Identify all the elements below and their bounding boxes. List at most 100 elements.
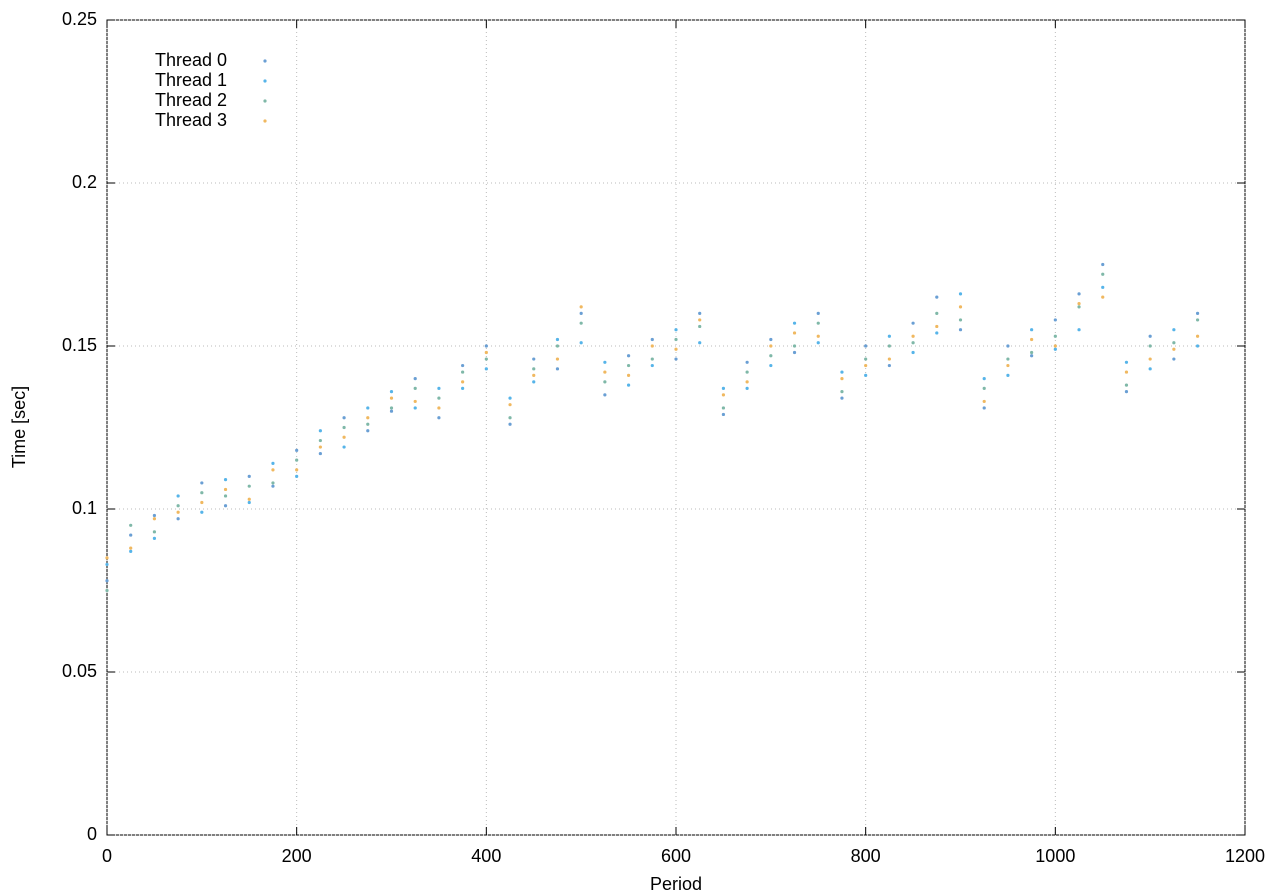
point [674, 328, 678, 332]
point [626, 354, 631, 358]
point [1030, 337, 1034, 342]
point [555, 344, 560, 348]
point [437, 406, 441, 410]
point [579, 305, 583, 309]
point [626, 373, 631, 377]
point [958, 292, 963, 296]
point [911, 334, 915, 338]
point [1148, 367, 1152, 371]
point [1053, 334, 1057, 338]
x-tick-label: 1000 [1035, 846, 1075, 866]
point [1006, 363, 1010, 368]
point [105, 579, 109, 583]
point [105, 588, 109, 593]
point [461, 380, 465, 384]
point [603, 393, 607, 397]
point [152, 517, 157, 521]
point [555, 367, 560, 371]
point [935, 331, 939, 335]
point [1006, 344, 1010, 348]
y-tick-label: 0.15 [62, 335, 97, 355]
point [129, 523, 133, 527]
point [389, 396, 394, 400]
point [176, 517, 180, 521]
legend-marker [263, 59, 267, 63]
legend-marker [263, 79, 267, 83]
point [176, 504, 180, 508]
point [508, 396, 512, 400]
point [200, 481, 204, 485]
legend-label: Thread 0 [155, 50, 227, 70]
point [911, 321, 915, 325]
point [295, 458, 299, 462]
point [271, 468, 275, 472]
point [579, 311, 583, 315]
point [318, 451, 322, 456]
point [152, 513, 157, 518]
point [864, 357, 868, 361]
point [579, 341, 583, 345]
point [223, 494, 228, 498]
point [721, 412, 726, 417]
point [437, 396, 441, 400]
point [342, 416, 346, 420]
point [200, 491, 204, 495]
legend-label: Thread 1 [155, 70, 227, 90]
point [413, 399, 417, 404]
point [650, 337, 654, 342]
point [223, 504, 228, 508]
point [318, 438, 322, 443]
point [887, 357, 891, 361]
point [1101, 262, 1105, 267]
point [650, 363, 654, 368]
point [864, 363, 868, 368]
point [295, 468, 299, 472]
point [1172, 347, 1176, 351]
point [603, 370, 607, 374]
x-tick-label: 1200 [1225, 846, 1265, 866]
x-tick-label: 0 [102, 846, 112, 866]
point [1077, 302, 1081, 306]
point [721, 393, 726, 397]
point [1148, 357, 1152, 361]
point [745, 370, 749, 374]
point [816, 321, 820, 325]
point [1030, 354, 1034, 358]
point [413, 377, 417, 381]
point [508, 403, 512, 407]
point [437, 386, 441, 390]
point [413, 386, 417, 390]
point [626, 363, 631, 368]
point [792, 344, 797, 348]
point [698, 341, 702, 345]
point [366, 422, 370, 426]
point [129, 546, 133, 550]
point [1148, 344, 1152, 348]
point [935, 311, 939, 315]
point [152, 530, 157, 534]
point [413, 406, 417, 410]
y-tick-label: 0.25 [62, 9, 97, 29]
point [223, 478, 228, 482]
point [1124, 370, 1129, 374]
point [792, 331, 797, 335]
point [1077, 328, 1081, 332]
legend-label: Thread 2 [155, 90, 227, 110]
point [698, 311, 702, 315]
point [366, 406, 370, 410]
point [1077, 305, 1081, 309]
point [247, 500, 251, 505]
point [982, 406, 986, 410]
point [958, 305, 963, 309]
point [461, 370, 465, 374]
point [1124, 390, 1129, 394]
point [271, 484, 275, 488]
point [911, 350, 915, 355]
point [247, 484, 251, 488]
point [508, 422, 512, 426]
point [200, 500, 204, 505]
legend-marker [263, 119, 267, 123]
point [176, 510, 180, 514]
point [389, 409, 394, 413]
